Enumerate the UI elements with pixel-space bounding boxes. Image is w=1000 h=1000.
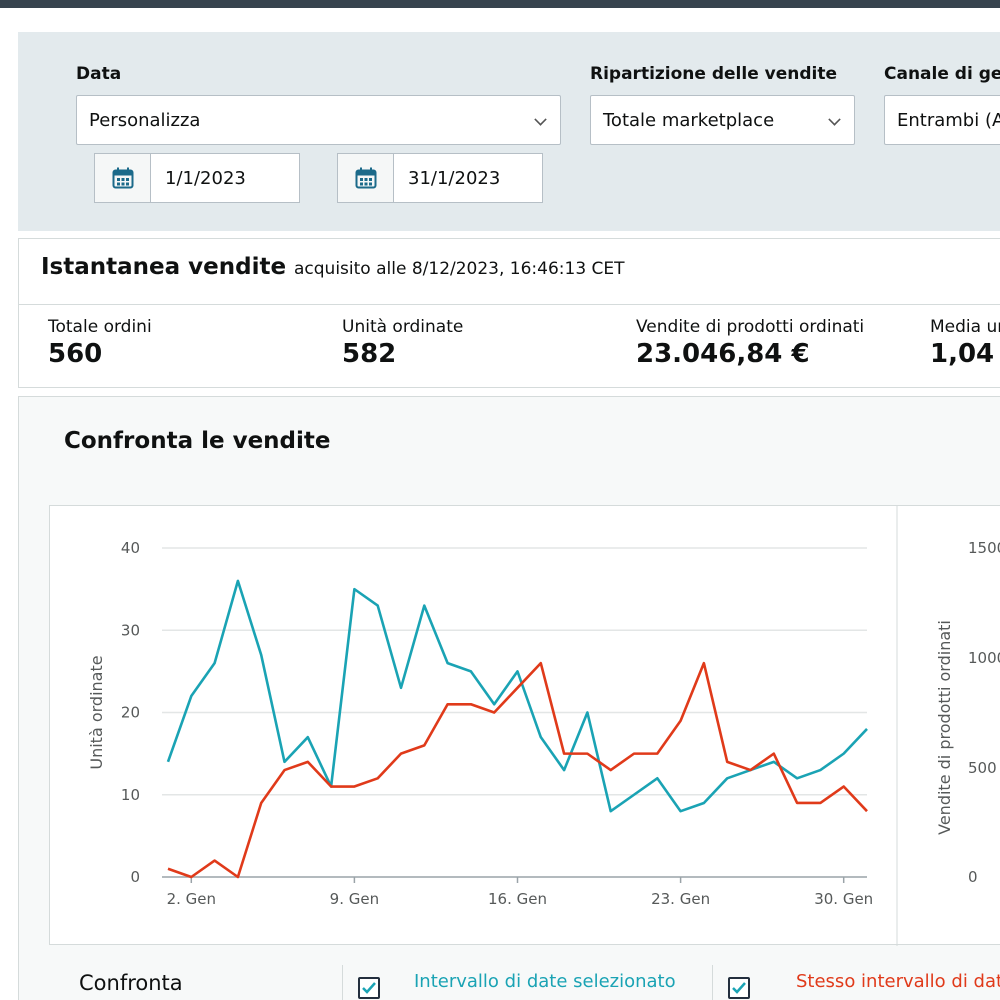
y-axis-label: Unità ordinate bbox=[87, 655, 106, 769]
y-tick-label: 40 bbox=[121, 539, 140, 557]
y-tick-label-sales: 1500 bbox=[968, 539, 1000, 557]
y-tick-label: 30 bbox=[121, 621, 140, 639]
breakdown-filter-label: Ripartizione delle vendite bbox=[590, 64, 838, 84]
channel-value: Entrambi (A bbox=[897, 110, 1000, 131]
metric-units-ordered: Unità ordinate 582 bbox=[342, 317, 463, 369]
end-date-field[interactable]: 31/1/2023 bbox=[337, 153, 543, 203]
start-date-value: 1/1/2023 bbox=[165, 168, 246, 189]
compare-title: Confronta le vendite bbox=[64, 428, 331, 454]
compare-sales-panel: Confronta le vendite 0 10 20 30 40 2. Gen 9. G… bbox=[18, 396, 1000, 1000]
metric-label: Media un bbox=[930, 317, 1000, 337]
metric-value: 560 bbox=[48, 339, 103, 369]
calendar-button-end[interactable] bbox=[338, 154, 394, 202]
chevron-down-icon bbox=[534, 113, 547, 126]
channel-select[interactable]: Entrambi (A bbox=[884, 95, 1000, 145]
snapshot-title: Istantanea vendite bbox=[41, 254, 287, 280]
y-tick-label: 0 bbox=[130, 868, 140, 886]
series-line-same-range bbox=[167, 661, 868, 879]
calendar-icon bbox=[355, 167, 377, 189]
sales-chart: 0 10 20 30 40 2. Gen 9. Gen 16. Gen 23. Gen 30. G… bbox=[87, 506, 1000, 946]
top-bar bbox=[0, 0, 1000, 8]
same-range-checkbox[interactable] bbox=[728, 977, 750, 999]
date-filter-label: Data bbox=[76, 64, 122, 84]
x-tick-label: 30. Gen bbox=[814, 890, 873, 908]
metric-value: 582 bbox=[342, 339, 397, 369]
y-tick-label-sales: 500 bbox=[968, 759, 997, 777]
checkmark-icon bbox=[362, 982, 376, 994]
x-tick-label: 16. Gen bbox=[488, 890, 547, 908]
metric-value: 1,04 bbox=[930, 339, 995, 369]
checkmark-icon bbox=[732, 982, 746, 994]
series-line-selected-range bbox=[166, 579, 868, 813]
metric-total-orders: Totale ordini 560 bbox=[48, 317, 152, 369]
date-range-select[interactable]: Personalizza bbox=[76, 95, 561, 145]
legend-divider bbox=[342, 965, 343, 1000]
chevron-down-icon bbox=[828, 113, 841, 126]
channel-filter-label: Canale di ges bbox=[884, 64, 1000, 84]
y-tick-label: 10 bbox=[121, 786, 140, 804]
metric-label: Totale ordini bbox=[48, 317, 152, 337]
breakdown-select[interactable]: Totale marketplace bbox=[590, 95, 855, 145]
y-tick-label-sales: 1000 bbox=[968, 649, 1000, 667]
breakdown-value: Totale marketplace bbox=[603, 110, 775, 131]
legend-label-same-range: Stesso intervallo di date bbox=[796, 971, 1000, 992]
legend-divider bbox=[712, 965, 713, 1000]
metric-value: 23.046,84 € bbox=[636, 339, 810, 369]
end-date-value: 31/1/2023 bbox=[408, 168, 501, 189]
x-tick-label: 23. Gen bbox=[651, 890, 710, 908]
date-range-value: Personalizza bbox=[89, 110, 201, 131]
legend-title: Confronta bbox=[79, 971, 183, 995]
metric-average-units: Media un 1,04 bbox=[930, 317, 1000, 369]
metric-label: Unità ordinate bbox=[342, 317, 464, 337]
metric-ordered-product-sales: Vendite di prodotti ordinati 23.046,84 € bbox=[636, 317, 864, 369]
metric-label: Vendite di prodotti ordinati bbox=[636, 317, 865, 337]
x-tick-label: 9. Gen bbox=[330, 890, 379, 908]
y-tick-label: 20 bbox=[121, 704, 140, 722]
chart-container: 0 10 20 30 40 2. Gen 9. Gen 16. Gen 23. Gen 30. G… bbox=[49, 505, 1000, 946]
y-axis-label-sales: Vendite di prodotti ordinati bbox=[935, 620, 954, 835]
x-tick-label: 2. Gen bbox=[167, 890, 216, 908]
snapshot-timestamp: acquisito alle 8/12/2023, 16:46:13 CET bbox=[294, 259, 625, 279]
calendar-button-start[interactable] bbox=[95, 154, 151, 202]
legend-label-selected-range: Intervallo di date selezionato bbox=[414, 971, 676, 992]
selected-range-checkbox[interactable] bbox=[358, 977, 380, 999]
start-date-field[interactable]: 1/1/2023 bbox=[94, 153, 300, 203]
calendar-icon bbox=[112, 167, 134, 189]
snapshot-header: Istantanea vendite acquisito alle 8/12/2… bbox=[19, 239, 1000, 305]
y-tick-label-sales: 0 bbox=[968, 868, 978, 886]
filters-panel: Data Personalizza 1/1/2023 bbox=[18, 32, 1000, 231]
sales-snapshot-panel: Istantanea vendite acquisito alle 8/12/2… bbox=[18, 238, 1000, 388]
